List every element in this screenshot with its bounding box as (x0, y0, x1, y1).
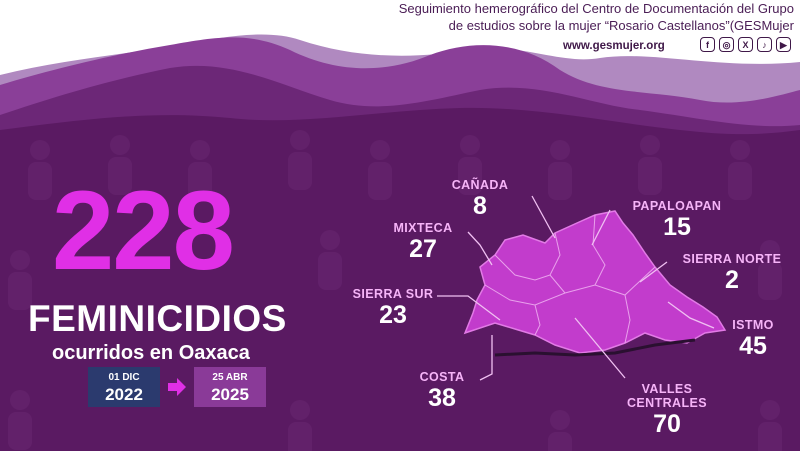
facebook-icon[interactable]: f (700, 37, 715, 52)
region-name: PAPALOAPAN (632, 199, 722, 213)
region-value: 23 (379, 301, 407, 329)
arrow-right-icon (168, 378, 186, 396)
x-icon[interactable]: X (738, 37, 753, 52)
region-mixteca: MIXTECA 27 (378, 221, 468, 263)
region-value: 2 (725, 266, 739, 294)
youtube-icon[interactable]: ▶ (776, 37, 791, 52)
region-name: CAÑADA (451, 178, 509, 192)
website-link[interactable]: www.gesmujer.org (563, 40, 665, 52)
region-papaloapan: PAPALOAPAN 15 (612, 199, 742, 241)
region-name: SIERRA NORTE (682, 252, 782, 266)
femicide-count: 228 (52, 168, 235, 293)
region-name: MIXTECA (393, 221, 453, 235)
region-canada: CAÑADA 8 (440, 178, 520, 220)
region-valles-centrales: VALLES CENTRALES 70 (612, 382, 722, 438)
region-costa: COSTA 38 (402, 370, 482, 412)
headline-title: FEMINICIDIOS (28, 298, 287, 339)
start-date-box: 01 DIC 2022 (88, 367, 160, 407)
start-date-day: 01 DIC (108, 372, 140, 383)
tiktok-icon[interactable]: ♪ (757, 37, 772, 52)
oaxaca-map (463, 210, 727, 357)
region-name: SIERRA SUR (352, 287, 434, 301)
region-sierra-sur: SIERRA SUR 23 (343, 287, 443, 329)
start-date-year: 2022 (105, 385, 143, 404)
instagram-icon[interactable]: ◎ (719, 37, 734, 52)
region-value: 15 (663, 213, 691, 241)
region-value: 8 (473, 192, 487, 220)
region-value: 45 (739, 332, 767, 360)
social-icons: f ◎ X ♪ ▶ (700, 37, 791, 52)
region-istmo: ISTMO 45 (718, 318, 788, 360)
end-date-box: 25 ABR 2025 (194, 367, 266, 407)
region-name: VALLES CENTRALES (627, 382, 707, 410)
headline-subtitle: ocurridos en Oaxaca (52, 342, 250, 364)
region-value: 70 (653, 410, 681, 438)
region-name: ISTMO (732, 318, 774, 332)
end-date-year: 2025 (211, 385, 249, 404)
region-value: 27 (409, 235, 437, 263)
header-line-1: Seguimiento hemerográfico del Centro de … (398, 1, 794, 16)
end-date-day: 25 ABR (212, 372, 248, 383)
region-name: COSTA (419, 370, 465, 384)
region-sierra-norte: SIERRA NORTE 2 (664, 252, 800, 294)
header-line-2: de estudios sobre la mujer “Rosario Cast… (448, 18, 794, 33)
region-value: 38 (428, 384, 456, 412)
header-credit: Seguimiento hemerográfico del Centro de … (399, 0, 794, 34)
